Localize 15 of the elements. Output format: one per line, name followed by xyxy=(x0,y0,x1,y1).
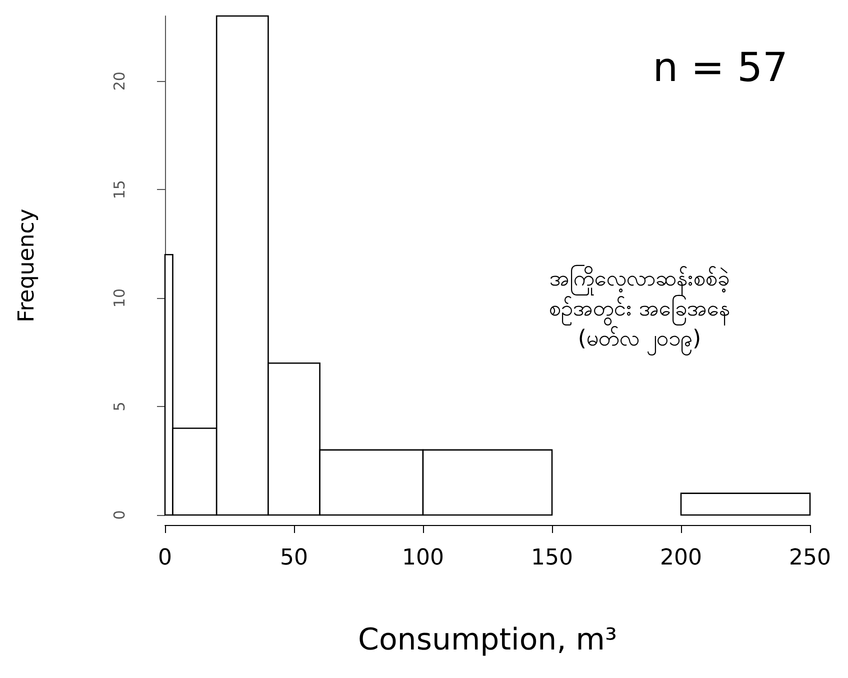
x-tick-label: 100 xyxy=(402,546,444,570)
x-tick-label: 250 xyxy=(789,546,831,570)
y-axis-title: Frequency xyxy=(14,208,40,322)
annotation: အကြိုလေ့လာဆန်းစစ်ခဲ့ စဉ်အတွင်း အခြေအနေ (မတ်လ ၂၀၁၉) xyxy=(549,264,730,356)
x-tick-label: 50 xyxy=(280,546,308,570)
y-tick-label: 5 xyxy=(110,402,128,412)
y-tick-label: 15 xyxy=(110,180,128,200)
annotation: n = 57 xyxy=(652,45,788,91)
y-tick-label: 0 xyxy=(110,510,128,520)
x-tick-label: 150 xyxy=(531,546,573,570)
x-axis-title: Consumption, m³ xyxy=(358,622,618,658)
y-tick-label: 20 xyxy=(110,72,128,91)
y-tick-label: 10 xyxy=(110,288,128,308)
x-tick-label: 0 xyxy=(158,546,172,570)
x-tick-label: 200 xyxy=(660,546,702,570)
